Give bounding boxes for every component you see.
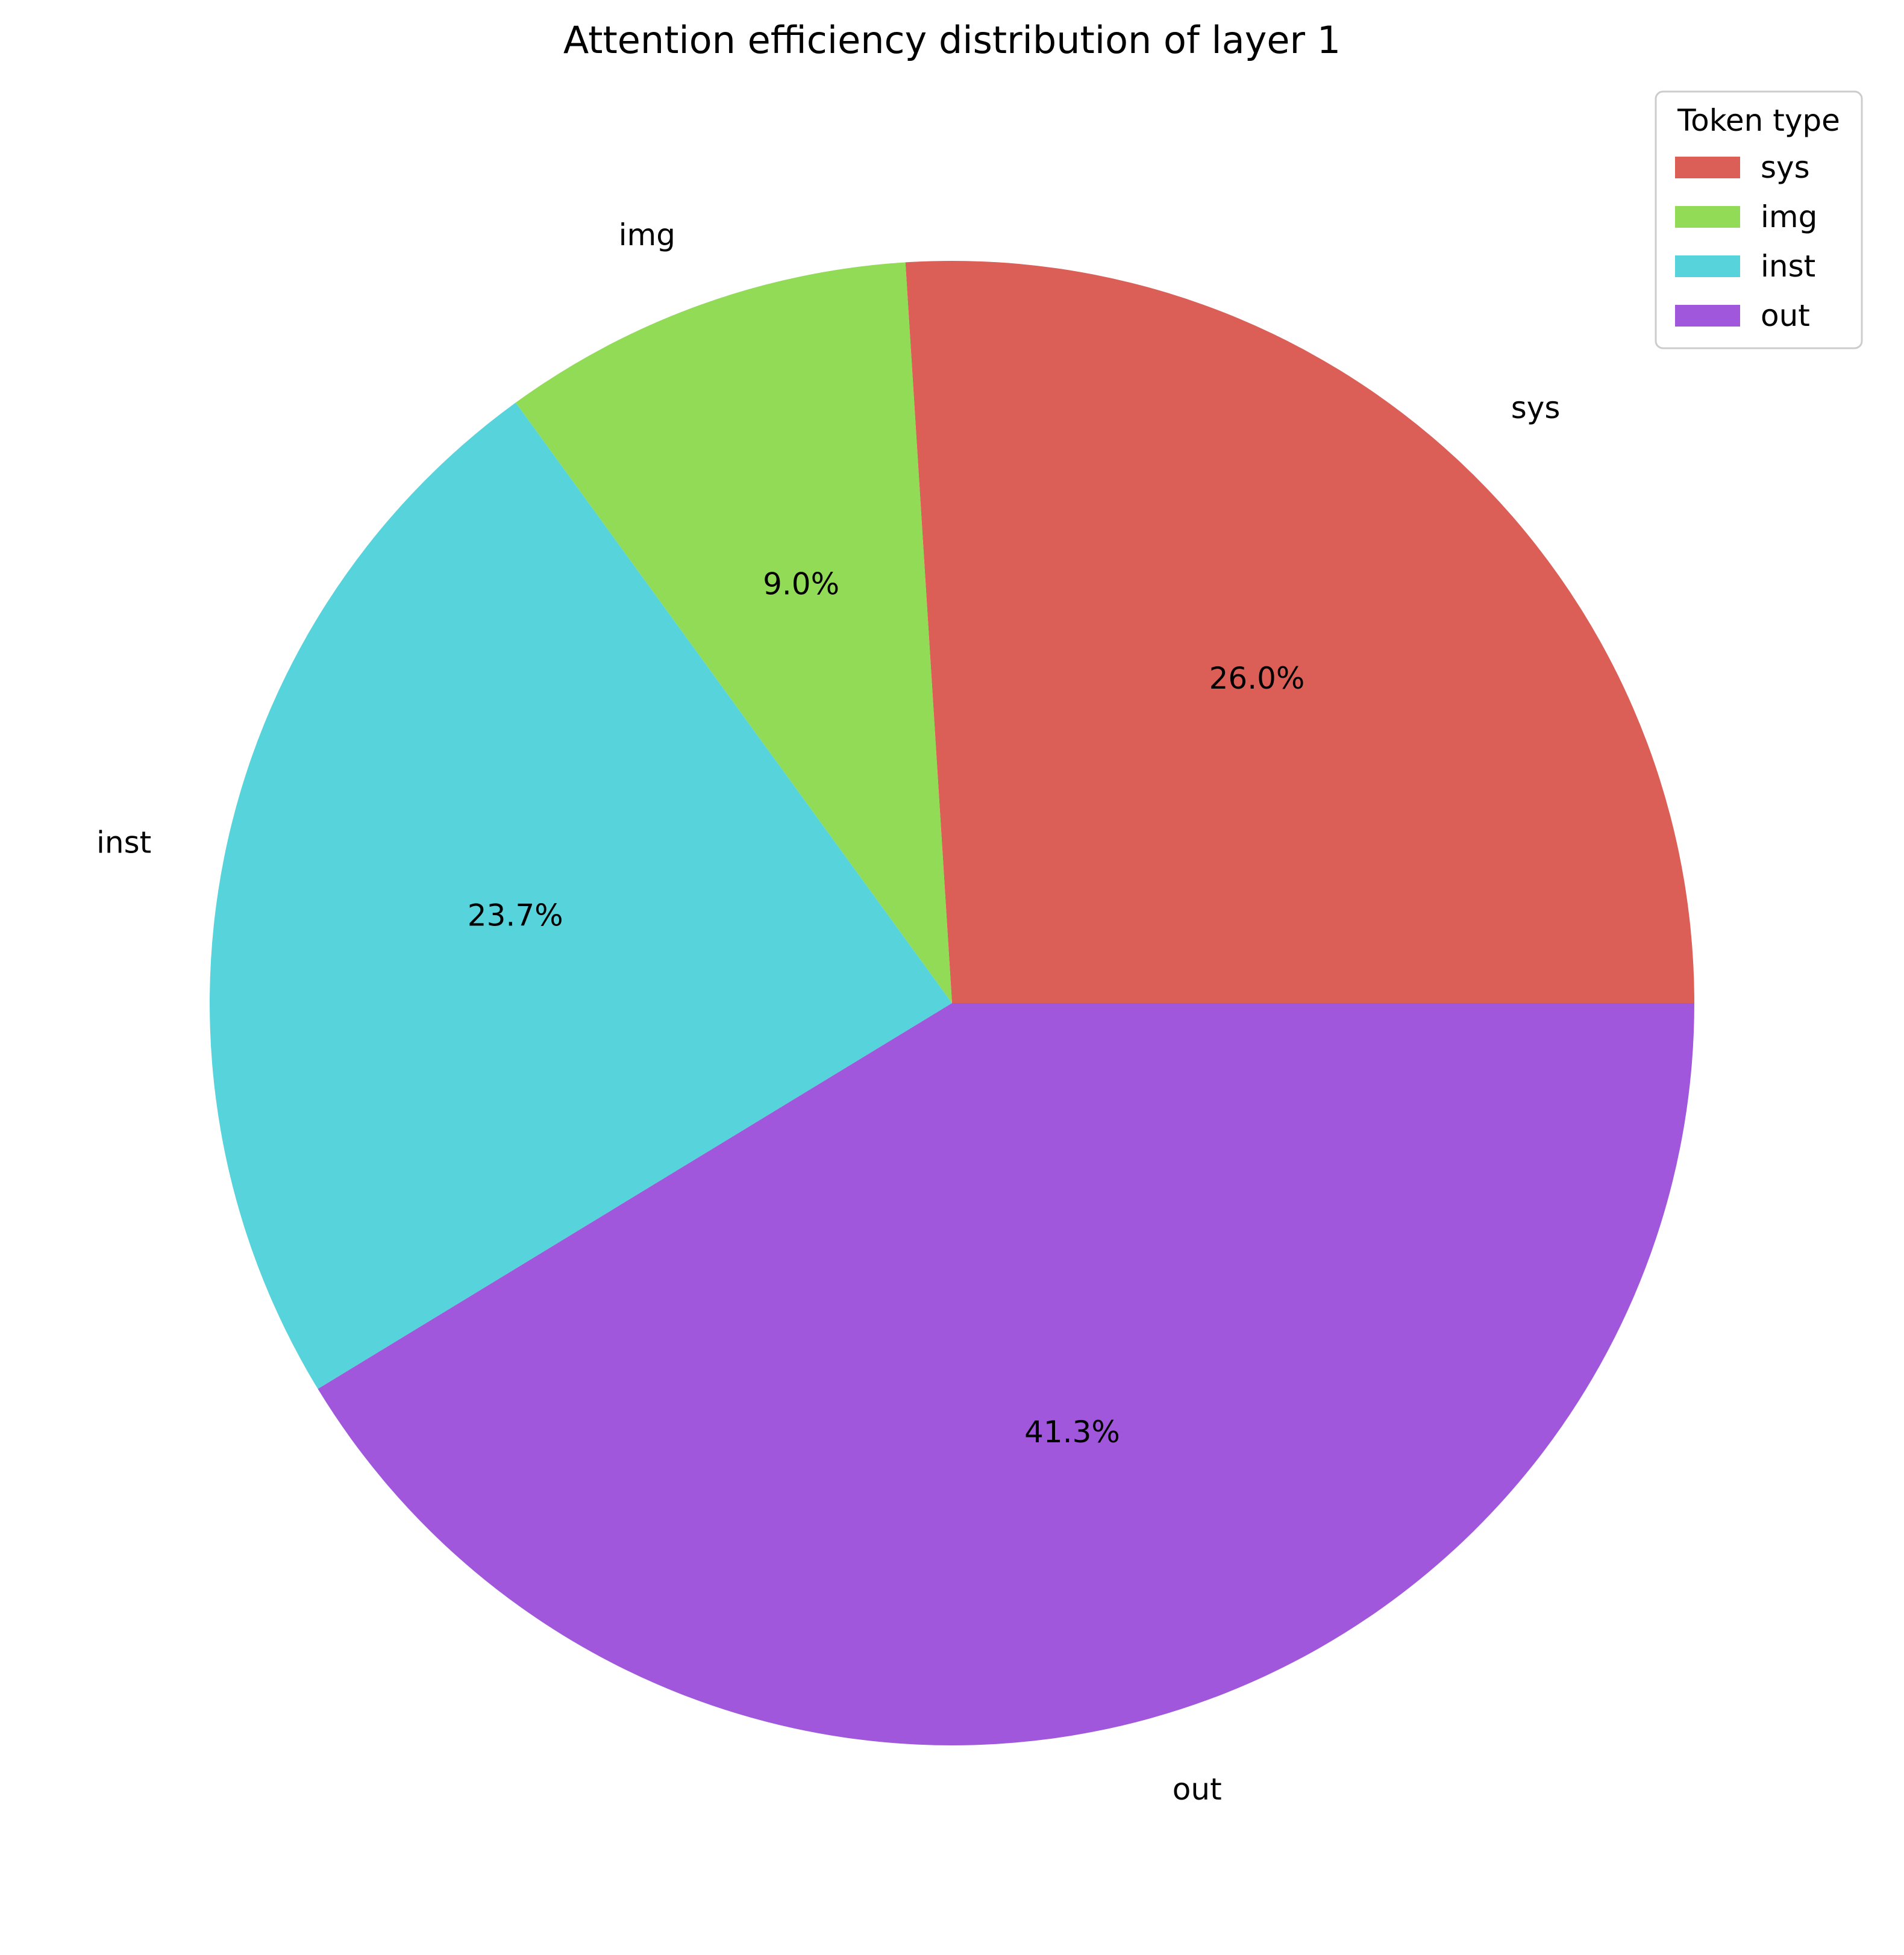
percent-labels: 26.0% 9.0% 23.7% 41.3% [468,567,1305,1450]
legend-frame [1655,90,1863,349]
pie-slice-inst [209,402,953,1389]
pie-slices [209,261,1694,1746]
legend-swatch-img [1675,206,1740,228]
legend-swatch-sys [1675,157,1740,178]
legend: Token type sys img inst out [1655,90,1863,349]
pie-slice-sys [905,261,1694,1003]
percent-label-img: 9.0% [763,567,839,602]
slice-labels: sys img inst out [96,217,1560,1807]
slice-label-sys: sys [1511,390,1561,425]
legend-label-sys: sys [1761,150,1810,185]
slice-label-inst: inst [96,825,151,860]
percent-label-out: 41.3% [1024,1415,1120,1450]
legend-label-img: img [1761,199,1817,234]
percent-label-inst: 23.7% [468,898,563,933]
chart-title: Attention efficiency distribution of lay… [563,18,1341,62]
legend-entries: sys img inst out [1675,150,1817,333]
legend-swatch-inst [1675,255,1740,277]
percent-label-sys: 26.0% [1209,661,1305,696]
legend-label-out: out [1761,298,1810,333]
legend-title: Token type [1677,103,1840,138]
legend-label-inst: inst [1761,249,1815,284]
slice-label-out: out [1173,1772,1222,1807]
pie-slice-out [318,1003,1694,1746]
slice-label-img: img [619,217,675,252]
pie-slice-img [515,262,952,1004]
legend-swatch-out [1675,305,1740,327]
